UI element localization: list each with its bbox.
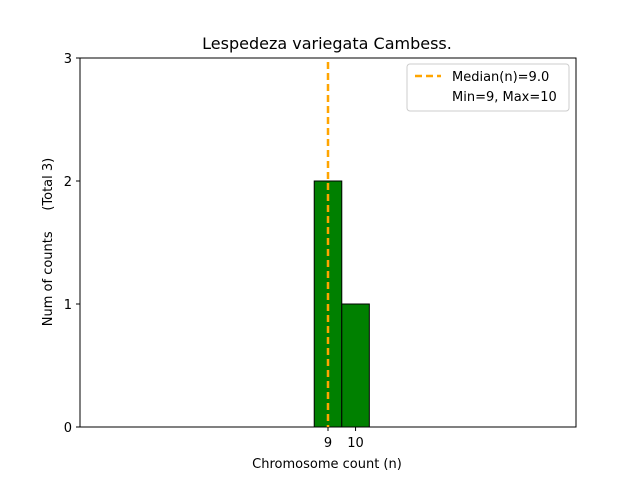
x-tick-label-10: 10 [347,436,364,451]
y-tick-label-0: 0 [64,421,72,436]
y-axis-label: Num of counts (Total 3) [41,158,56,326]
y-tick-label-3: 3 [64,52,72,67]
plot-area: 9 10 0 1 2 3 [64,52,577,451]
y-tick-label-1: 1 [64,298,72,313]
x-axis-label: Chromosome count (n) [252,457,402,472]
legend-entry-median: Median(n)=9.0 [452,70,549,85]
bar-10 [341,303,370,428]
legend-entry-range: Min=9, Max=10 [452,90,557,105]
legend-box [406,63,570,112]
x-tick-label-9: 9 [324,436,332,451]
legend: Median(n)=9.0 Min=9, Max=10 [406,63,570,112]
y-tick-label-2: 2 [64,175,72,190]
chart-title: Lespedeza variegata Cambess. [202,34,452,53]
